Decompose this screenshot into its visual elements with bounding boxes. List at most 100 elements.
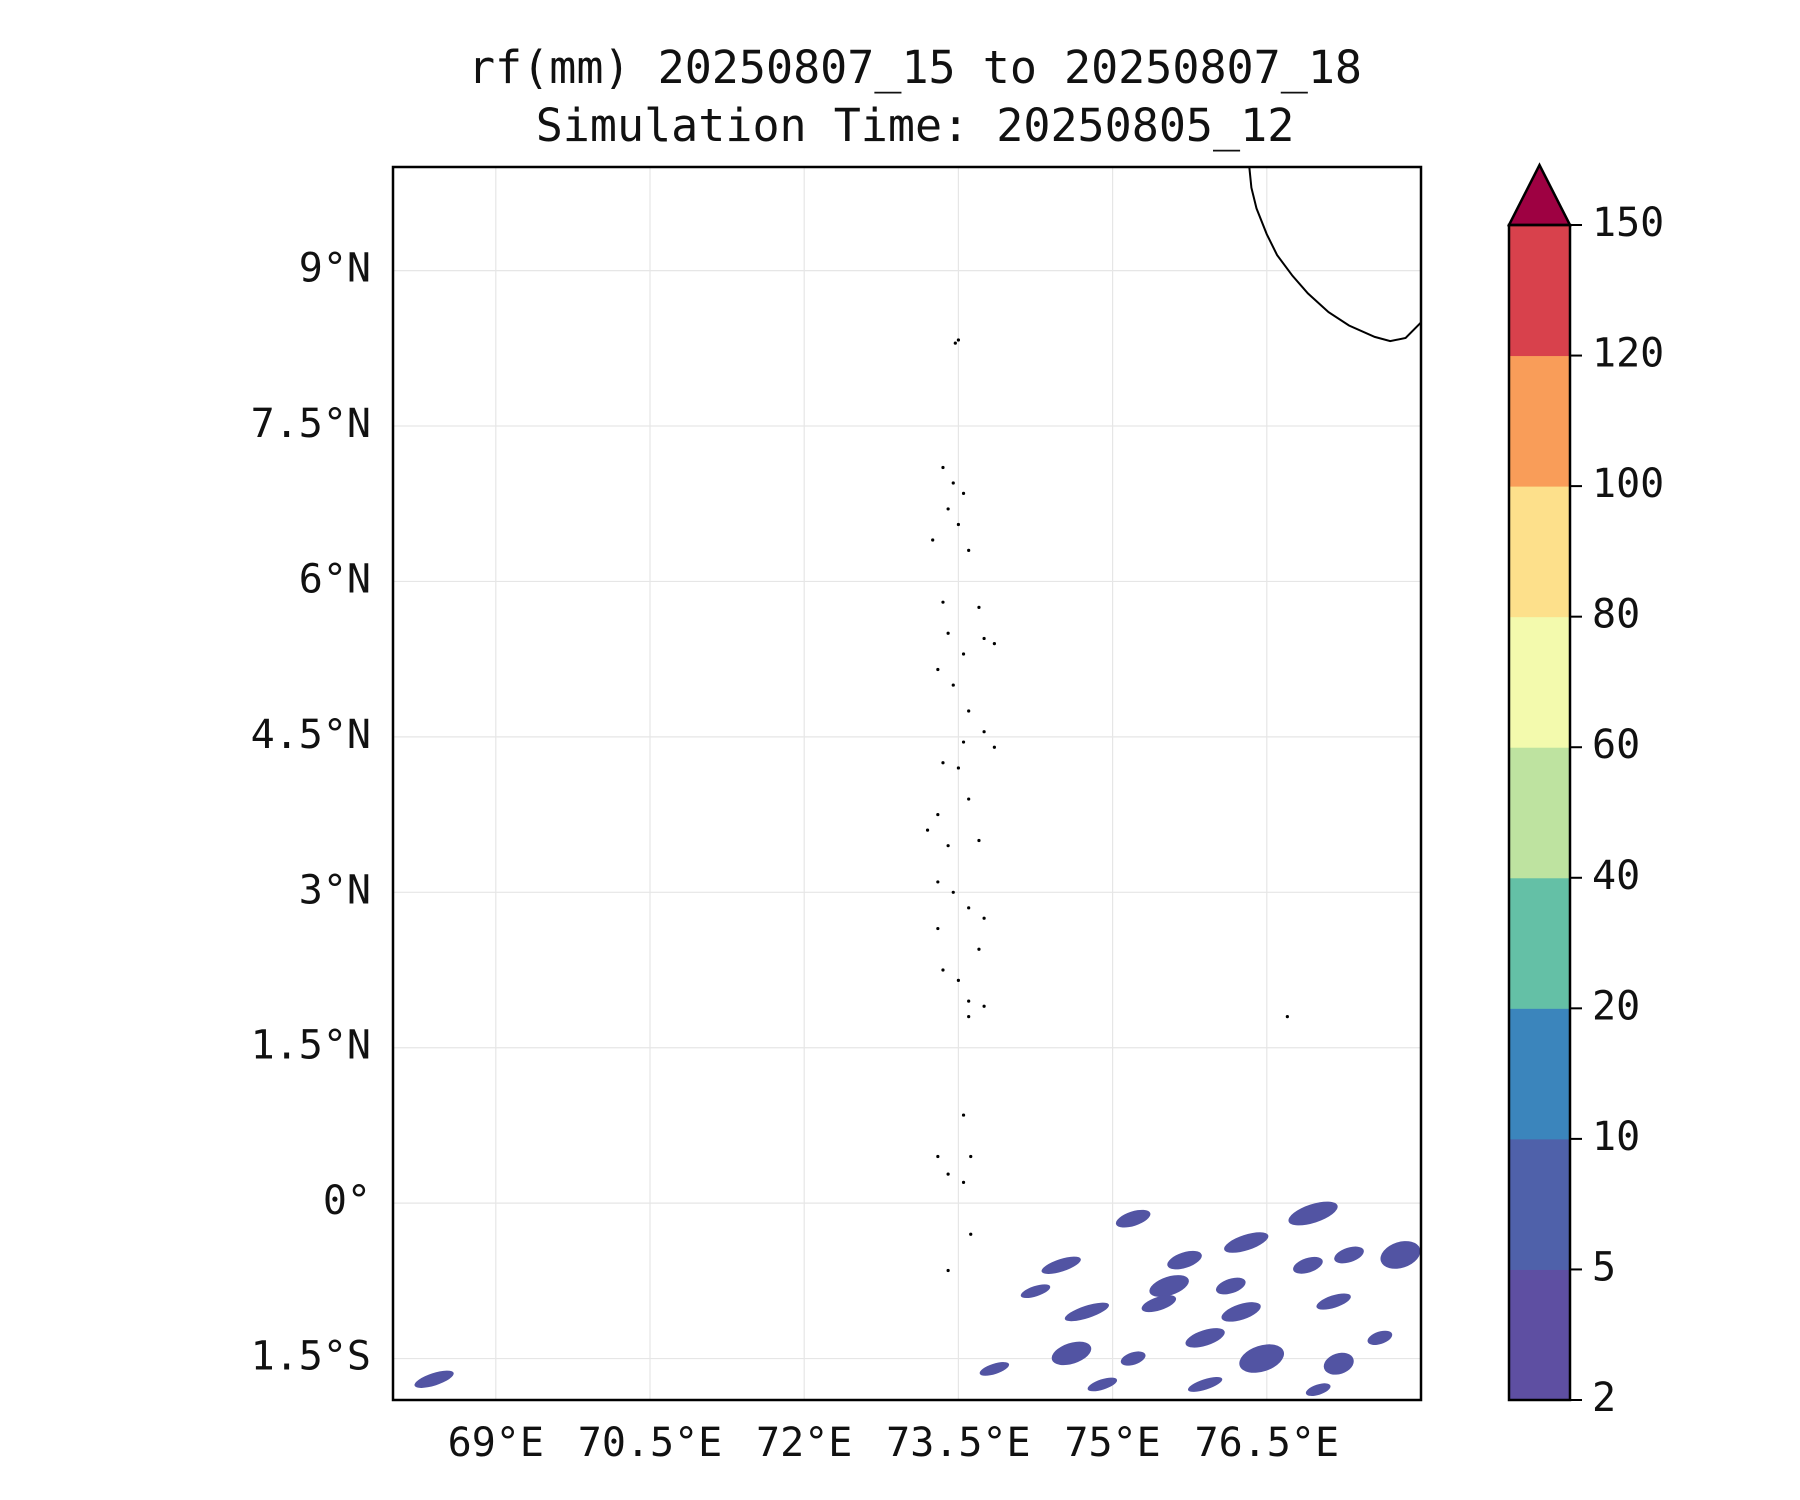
colorbar: 2 5 10 20 40 60 80 100 120 150 (1506, 162, 1664, 1421)
lon-tick-label: 72°E (756, 1420, 852, 1466)
lon-tick-label: 70.5°E (578, 1420, 723, 1466)
island-dot (946, 507, 950, 511)
rain-patch (1334, 1246, 1364, 1264)
colorbar-tick-label: 60 (1592, 722, 1640, 768)
lat-tick-label: 3°N (299, 867, 371, 913)
colorbar-tick-label: 2 (1592, 1375, 1616, 1421)
colorbar-segment (1509, 225, 1570, 357)
colorbar-segment (1509, 1138, 1570, 1270)
island-dot (925, 828, 930, 832)
india-coastline (1248, 166, 1422, 343)
rain-patch (1064, 1302, 1109, 1322)
island-dot (953, 341, 957, 345)
longitude-labels: 69°E 70.5°E 72°E 73.5°E 75°E 76.5°E (448, 1420, 1339, 1466)
island-dot (951, 683, 955, 687)
latitude-labels: 9°N 7.5°N 6°N 4.5°N 3°N 1.5°N 0° 1.5°S (251, 246, 371, 1380)
lat-tick-label: 0° (323, 1178, 371, 1224)
map-title: rf(mm) 20250807_15 to 20250807_18 (467, 41, 1363, 94)
island-dot (941, 465, 945, 470)
colorbar-segment (1509, 747, 1570, 879)
island-dot (982, 730, 986, 734)
rain-patch (1215, 1277, 1246, 1295)
lon-tick-label: 76.5°E (1195, 1420, 1340, 1466)
island-dot (977, 838, 981, 843)
island-dot (961, 491, 966, 495)
island-dot (967, 999, 971, 1003)
rain-patch (1380, 1241, 1421, 1269)
island-dot (977, 605, 981, 609)
colorbar-tick-label: 5 (1592, 1244, 1616, 1290)
island-dot (956, 766, 961, 770)
island-dot (936, 667, 940, 672)
colorbar-tick-label: 40 (1592, 853, 1640, 899)
island-dot (992, 745, 996, 749)
colorbar-segment (1509, 1269, 1570, 1401)
rain-patch (1149, 1275, 1189, 1297)
rain-patch (979, 1362, 1010, 1376)
island-dot (936, 926, 940, 931)
rain-patch (414, 1370, 454, 1388)
colorbar-tick-label: 100 (1592, 461, 1664, 507)
coastlines (925, 166, 1422, 1273)
island-dot (936, 880, 940, 884)
colorbar-segment (1509, 616, 1570, 748)
rain-patch (1087, 1377, 1118, 1392)
lat-tick-label: 9°N (299, 246, 371, 292)
colorbar-tick-label: 10 (1592, 1114, 1640, 1160)
rain-patch (1221, 1302, 1261, 1322)
lat-tick-label: 4.5°N (251, 712, 371, 758)
island-dot (951, 481, 955, 485)
rain-patch (1316, 1293, 1351, 1310)
island-dot (1285, 1015, 1289, 1019)
island-dot (967, 548, 971, 552)
island-dot (936, 1154, 940, 1159)
rain-patch (1141, 1295, 1177, 1313)
island-dot (931, 538, 935, 542)
rain-patch (1120, 1351, 1146, 1366)
island-dot (946, 1172, 950, 1176)
island-dot (982, 916, 986, 920)
rain-patch (1185, 1328, 1225, 1348)
colorbar-tick-label: 80 (1592, 592, 1640, 638)
colorbar-segment (1509, 355, 1570, 487)
rain-patch (1323, 1352, 1354, 1375)
colorbar-tick-label: 150 (1592, 200, 1664, 246)
rain-patch (1187, 1377, 1223, 1392)
colorbar-segment (1509, 877, 1570, 1009)
island-dot (967, 709, 971, 713)
island-dot (946, 844, 950, 848)
rain-patch (1224, 1232, 1269, 1253)
island-dot (956, 978, 961, 982)
island-dot (982, 636, 986, 641)
island-dot (961, 1113, 966, 1117)
rain-patch (1239, 1344, 1285, 1373)
colorbar-tick-label: 120 (1592, 331, 1664, 377)
lon-tick-label: 69°E (448, 1420, 544, 1466)
island-dot (977, 947, 981, 951)
lat-tick-label: 1.5°N (251, 1023, 371, 1069)
lon-tick-label: 73.5°E (886, 1420, 1031, 1466)
colorbar-segment (1509, 1008, 1570, 1140)
rain-patch (1305, 1383, 1331, 1396)
rain-patch (1115, 1209, 1151, 1228)
island-dot (956, 338, 961, 342)
island-dot (941, 968, 945, 972)
lat-tick-label: 6°N (299, 556, 371, 602)
island-dot (941, 600, 945, 604)
rain-patch (1293, 1256, 1323, 1274)
lat-tick-label: 7.5°N (251, 401, 371, 447)
map-frame (391, 165, 1423, 1402)
colorbar-frame (1507, 223, 1572, 1402)
rain-patch (1020, 1284, 1051, 1299)
colorbar-extend-arrow (1506, 162, 1573, 227)
island-dot (967, 906, 971, 910)
island-dot (956, 522, 961, 527)
rain-patch (1051, 1341, 1092, 1366)
rain-patch (1167, 1250, 1202, 1270)
rain-patch (1288, 1201, 1338, 1226)
island-dot (941, 761, 945, 765)
colorbar-tick-label: 20 (1592, 983, 1640, 1029)
lon-tick-label: 75°E (1064, 1420, 1160, 1466)
map-subtitle: Simulation Time: 20250805_12 (535, 99, 1295, 152)
